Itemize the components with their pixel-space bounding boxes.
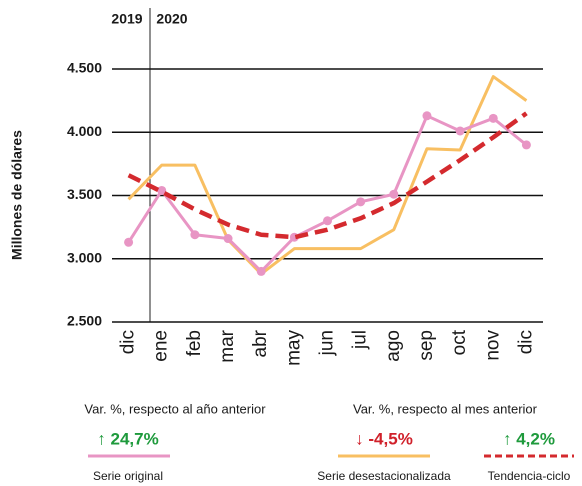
legend-label: Tendencia-ciclo [488, 469, 571, 483]
x-tick-label: ago [383, 330, 404, 362]
year-label: 2020 [156, 11, 187, 27]
x-tick-label: jun [317, 330, 338, 356]
point [256, 266, 266, 276]
x-tick-label: ene [151, 330, 172, 362]
y-tick-label: 4.000 [67, 123, 102, 139]
point [190, 230, 200, 240]
series-line [127, 111, 528, 240]
y-tick-label: 3.500 [67, 186, 102, 202]
y-tick-label: 2.500 [67, 313, 102, 329]
y-tick-label: 3.000 [67, 249, 102, 265]
point [157, 185, 167, 195]
point [422, 111, 432, 121]
x-tick-label: dic [515, 330, 536, 354]
point [521, 140, 531, 150]
change-label: ↑ 24,7% [97, 429, 158, 448]
legend-heading: Var. %, respecto al mes anterior [353, 401, 538, 416]
x-tick-label: jul [350, 330, 371, 350]
point [488, 113, 498, 123]
x-tick-label: sep [416, 330, 437, 361]
x-tick-label: dic [118, 330, 139, 354]
legend-label: Serie desestacionalizada [317, 469, 451, 483]
point [356, 197, 366, 207]
x-tick-label: mar [217, 329, 238, 362]
point [323, 216, 332, 226]
point [124, 237, 134, 247]
legend-label: Serie original [93, 469, 163, 483]
y-axis-title: Millones de dólares [9, 130, 25, 260]
series-line [127, 75, 528, 276]
x-tick-label: nov [482, 330, 503, 361]
year-label: 2019 [111, 11, 142, 27]
x-tick-label: may [283, 330, 304, 366]
point [223, 234, 233, 244]
legend-heading: Var. %, respecto al año anterior [84, 401, 266, 416]
change-label: ↑ 4,2% [503, 429, 555, 448]
x-tick-label: abr [250, 329, 271, 357]
point [389, 189, 399, 199]
change-label: ↓ -4,5% [355, 429, 413, 448]
y-tick-label: 4.500 [67, 60, 102, 76]
x-tick-label: oct [449, 329, 470, 355]
point [455, 126, 465, 136]
x-tick-label: feb [184, 330, 205, 356]
